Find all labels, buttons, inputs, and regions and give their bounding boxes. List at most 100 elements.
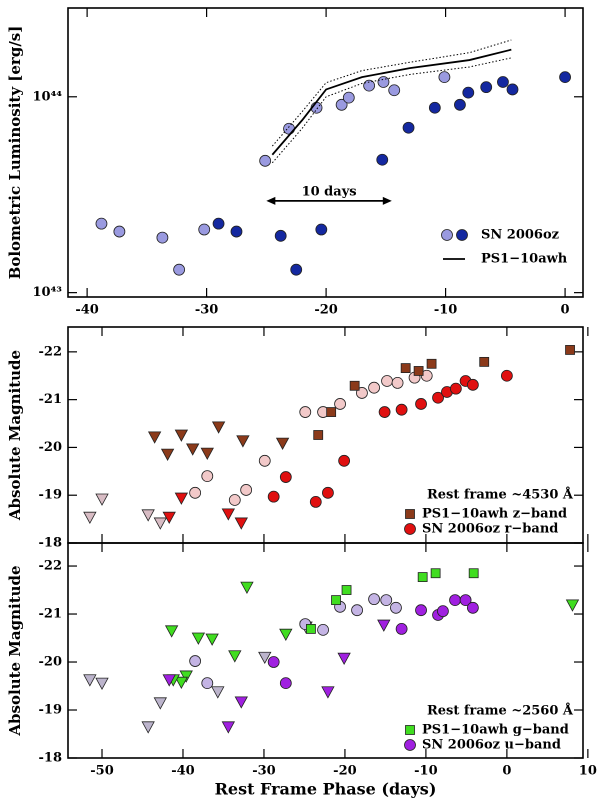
- model-band: [271, 39, 512, 147]
- data-point: [95, 677, 109, 690]
- data-point: [321, 686, 335, 699]
- data-point: [351, 604, 363, 617]
- data-point: [338, 454, 351, 467]
- data-point: [228, 650, 242, 663]
- data-point: [378, 406, 391, 418]
- data-point: [335, 98, 348, 111]
- data-point: [205, 633, 219, 646]
- x-tick-label: -40: [75, 303, 99, 318]
- x-tick-label: -50: [90, 764, 114, 779]
- data-point: [164, 625, 179, 638]
- y-tick-label: -21: [39, 392, 63, 407]
- data-point: [212, 217, 225, 230]
- x-tick-label: 0: [502, 764, 511, 779]
- data-point: [368, 593, 380, 606]
- data-point: [95, 217, 108, 230]
- data-point: [454, 98, 466, 111]
- data-point: [258, 651, 272, 665]
- data-point: [201, 470, 214, 482]
- data-point: [309, 496, 322, 508]
- data-point: [228, 494, 241, 506]
- data-point: [331, 595, 341, 606]
- data-point: [565, 599, 580, 612]
- data-point: [506, 83, 519, 96]
- legend-label: PS1−10awh z−band: [422, 507, 567, 522]
- legend-label: SN 2006oz: [481, 228, 559, 243]
- data-point: [141, 721, 155, 734]
- y-tick-label: -18: [39, 751, 63, 766]
- data-point: [221, 508, 236, 521]
- data-point: [173, 263, 186, 276]
- data-point: [449, 594, 461, 607]
- legend-label: PS1−10awh g−band: [422, 723, 569, 738]
- data-point: [275, 437, 290, 450]
- y-tick-label: -20: [39, 655, 63, 670]
- data-point: [162, 511, 176, 525]
- data-point: [267, 490, 280, 503]
- data-point: [234, 517, 248, 530]
- data-point: [500, 369, 513, 382]
- data-point: [468, 568, 479, 579]
- data-point: [380, 594, 393, 607]
- data-point: [430, 568, 441, 579]
- legend-marker: [441, 229, 453, 241]
- data-point: [283, 122, 295, 135]
- data-point: [141, 509, 155, 522]
- x-tick-label: -30: [252, 764, 276, 779]
- data-point: [415, 604, 427, 617]
- data-point: [186, 443, 200, 456]
- x-tick-label: -10: [414, 764, 438, 779]
- data-point: [381, 375, 393, 387]
- data-point: [83, 674, 97, 687]
- data-point: [259, 154, 272, 167]
- data-point: [480, 81, 493, 94]
- data-point: [368, 381, 380, 394]
- data-point: [390, 601, 402, 614]
- data-point: [258, 454, 271, 467]
- data-point: [95, 493, 109, 506]
- data-point: [189, 486, 202, 499]
- plot-frame: [67, 542, 584, 759]
- data-point: [201, 677, 214, 690]
- data-point: [290, 263, 303, 276]
- data-point: [322, 486, 334, 499]
- data-point: [342, 91, 355, 104]
- x-axis-label: Rest Frame Phase (days): [215, 780, 437, 799]
- data-point: [466, 378, 479, 391]
- data-point: [395, 403, 408, 416]
- y-tick-label: -18: [39, 536, 63, 551]
- data-point: [337, 652, 351, 666]
- data-point: [466, 601, 479, 614]
- x-tick-label: 10: [579, 764, 597, 779]
- legend-title: Rest frame ~4530 Å: [427, 487, 574, 503]
- data-point: [230, 225, 243, 238]
- data-point: [417, 572, 428, 582]
- legend-label: SN 2006oz u−band: [422, 738, 561, 753]
- data-point: [402, 121, 415, 134]
- data-point: [211, 421, 226, 434]
- legend-title: Rest frame ~2560 Å: [427, 703, 574, 719]
- data-point: [413, 366, 424, 376]
- data-point: [391, 377, 404, 389]
- x-tick-label: -40: [171, 764, 195, 779]
- data-point: [432, 391, 444, 404]
- x-tick-label: -10: [434, 303, 458, 318]
- data-point: [559, 71, 571, 84]
- data-point: [334, 398, 346, 410]
- data-point: [179, 670, 193, 683]
- y-tick-label: -19: [39, 703, 63, 718]
- data-point: [377, 619, 391, 632]
- data-point: [279, 677, 292, 690]
- x-tick-label: -20: [314, 303, 338, 318]
- y-axis-label: Bolometric Luminosity [erg/s]: [6, 26, 24, 280]
- data-point: [326, 407, 337, 417]
- data-point: [279, 628, 293, 642]
- data-point: [156, 231, 169, 244]
- data-point: [147, 431, 162, 444]
- data-point: [174, 429, 189, 442]
- data-point: [299, 406, 312, 418]
- y-axis-label: Absolute Magnitude: [6, 565, 24, 736]
- data-point: [449, 382, 462, 395]
- data-point: [437, 605, 449, 618]
